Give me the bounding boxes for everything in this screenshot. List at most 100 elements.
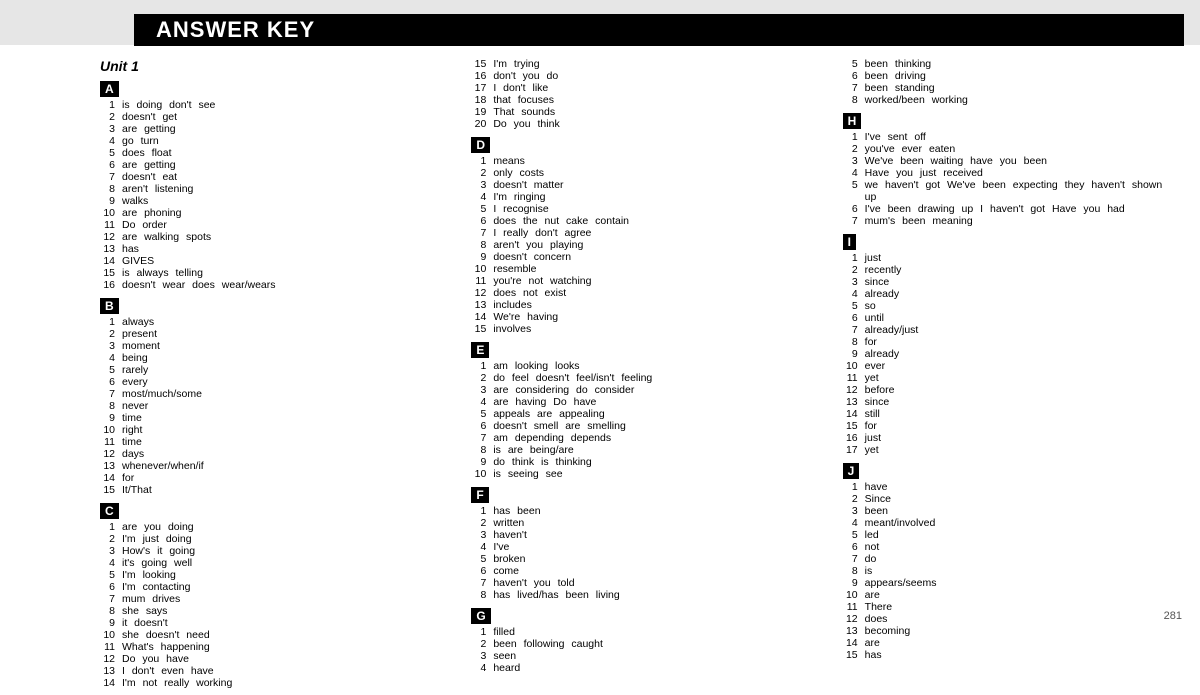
answer-row: 2recently bbox=[843, 264, 1180, 276]
row-number: 14 bbox=[100, 677, 122, 689]
answer-row: 4I'm ringing bbox=[471, 191, 808, 203]
row-text: not bbox=[865, 541, 1180, 553]
answer-row: 1is doing don't see bbox=[100, 99, 437, 111]
row-number: 3 bbox=[843, 276, 865, 288]
row-number: 13 bbox=[843, 625, 865, 637]
row-text: Have you just received bbox=[865, 167, 1180, 179]
section: C1are you doing2I'm just doing3How's it … bbox=[100, 502, 437, 689]
answer-row: 6I'm contacting bbox=[100, 581, 437, 593]
row-number: 4 bbox=[471, 396, 493, 408]
answer-row: 9time bbox=[100, 412, 437, 424]
answer-row: 3haven't bbox=[471, 529, 808, 541]
row-number: 12 bbox=[100, 448, 122, 460]
row-text: are considering do consider bbox=[493, 384, 808, 396]
row-text: doesn't concern bbox=[493, 251, 808, 263]
answer-row: 15is always telling bbox=[100, 267, 437, 279]
row-text: we haven't got We've been expecting they… bbox=[865, 179, 1180, 203]
row-text: heard bbox=[493, 662, 808, 674]
row-number: 5 bbox=[843, 179, 865, 203]
row-text: are having Do have bbox=[493, 396, 808, 408]
row-number: 2 bbox=[843, 264, 865, 276]
row-number: 4 bbox=[843, 517, 865, 529]
row-text: I don't like bbox=[493, 82, 808, 94]
answer-row: 4it's going well bbox=[100, 557, 437, 569]
row-text: always bbox=[122, 316, 437, 328]
row-text: That sounds bbox=[493, 106, 808, 118]
answer-row: 16just bbox=[843, 432, 1180, 444]
row-number: 9 bbox=[843, 577, 865, 589]
answer-row: 4meant/involved bbox=[843, 517, 1180, 529]
row-text: time bbox=[122, 436, 437, 448]
row-number: 9 bbox=[100, 195, 122, 207]
answer-row: 7already/just bbox=[843, 324, 1180, 336]
row-text: I've sent off bbox=[865, 131, 1180, 143]
row-text: go turn bbox=[122, 135, 437, 147]
row-text: are getting bbox=[122, 159, 437, 171]
answer-row: 10ever bbox=[843, 360, 1180, 372]
answer-row: 10resemble bbox=[471, 263, 808, 275]
row-text: still bbox=[865, 408, 1180, 420]
answer-row: 1am looking looks bbox=[471, 360, 808, 372]
answer-row: 10right bbox=[100, 424, 437, 436]
row-number: 10 bbox=[471, 263, 493, 275]
section-letter: A bbox=[100, 81, 119, 97]
answer-row: 1are you doing bbox=[100, 521, 437, 533]
row-number: 3 bbox=[100, 123, 122, 135]
row-number: 4 bbox=[100, 557, 122, 569]
answer-row: 8is bbox=[843, 565, 1180, 577]
row-text: days bbox=[122, 448, 437, 460]
answer-row: 4are having Do have bbox=[471, 396, 808, 408]
row-text: rarely bbox=[122, 364, 437, 376]
answer-row: 7I really don't agree bbox=[471, 227, 808, 239]
column: Unit 1A1is doing don't see2doesn't get3a… bbox=[100, 58, 437, 695]
answer-row: 2I'm just doing bbox=[100, 533, 437, 545]
answer-row: 8worked/been working bbox=[843, 94, 1180, 106]
row-number: 7 bbox=[843, 553, 865, 565]
answer-row: 3been bbox=[843, 505, 1180, 517]
row-number: 10 bbox=[843, 589, 865, 601]
row-text: I've bbox=[493, 541, 808, 553]
answer-row: 13whenever/when/if bbox=[100, 460, 437, 472]
row-text: I'm just doing bbox=[122, 533, 437, 545]
answer-row: 2you've ever eaten bbox=[843, 143, 1180, 155]
row-text: been bbox=[865, 505, 1180, 517]
row-number: 6 bbox=[100, 581, 122, 593]
row-number: 7 bbox=[471, 577, 493, 589]
row-number: 1 bbox=[843, 131, 865, 143]
row-number: 6 bbox=[471, 215, 493, 227]
row-text: are getting bbox=[122, 123, 437, 135]
row-text: are bbox=[865, 637, 1180, 649]
answer-key-content: Unit 1A1is doing don't see2doesn't get3a… bbox=[100, 58, 1180, 695]
row-number: 16 bbox=[100, 279, 122, 291]
answer-row: 2only costs bbox=[471, 167, 808, 179]
answer-row: 9doesn't concern bbox=[471, 251, 808, 263]
row-number: 15 bbox=[843, 420, 865, 432]
row-number: 12 bbox=[100, 653, 122, 665]
column: 5been thinking6been driving7been standin… bbox=[843, 58, 1180, 695]
row-number: 1 bbox=[471, 505, 493, 517]
row-text: are bbox=[865, 589, 1180, 601]
row-number: 13 bbox=[843, 396, 865, 408]
row-number: 5 bbox=[100, 569, 122, 581]
row-number: 6 bbox=[100, 159, 122, 171]
answer-row: 6been driving bbox=[843, 70, 1180, 82]
row-text: ever bbox=[865, 360, 1180, 372]
answer-row: 5I'm looking bbox=[100, 569, 437, 581]
row-text: doesn't matter bbox=[493, 179, 808, 191]
row-text: I don't even have bbox=[122, 665, 437, 677]
answer-row: 7mum's been meaning bbox=[843, 215, 1180, 227]
row-text: you've ever eaten bbox=[865, 143, 1180, 155]
row-text: whenever/when/if bbox=[122, 460, 437, 472]
answer-row: 9walks bbox=[100, 195, 437, 207]
row-number: 7 bbox=[100, 171, 122, 183]
page-title-bar: ANSWER KEY bbox=[134, 14, 1184, 46]
row-number: 6 bbox=[471, 420, 493, 432]
answer-row: 16doesn't wear does wear/wears bbox=[100, 279, 437, 291]
row-text: doesn't smell are smelling bbox=[493, 420, 808, 432]
row-number: 6 bbox=[843, 312, 865, 324]
answer-row: 20Do you think bbox=[471, 118, 808, 130]
answer-row: 13becoming bbox=[843, 625, 1180, 637]
answer-row: 3doesn't matter bbox=[471, 179, 808, 191]
row-text: she says bbox=[122, 605, 437, 617]
row-text: appeals are appealing bbox=[493, 408, 808, 420]
